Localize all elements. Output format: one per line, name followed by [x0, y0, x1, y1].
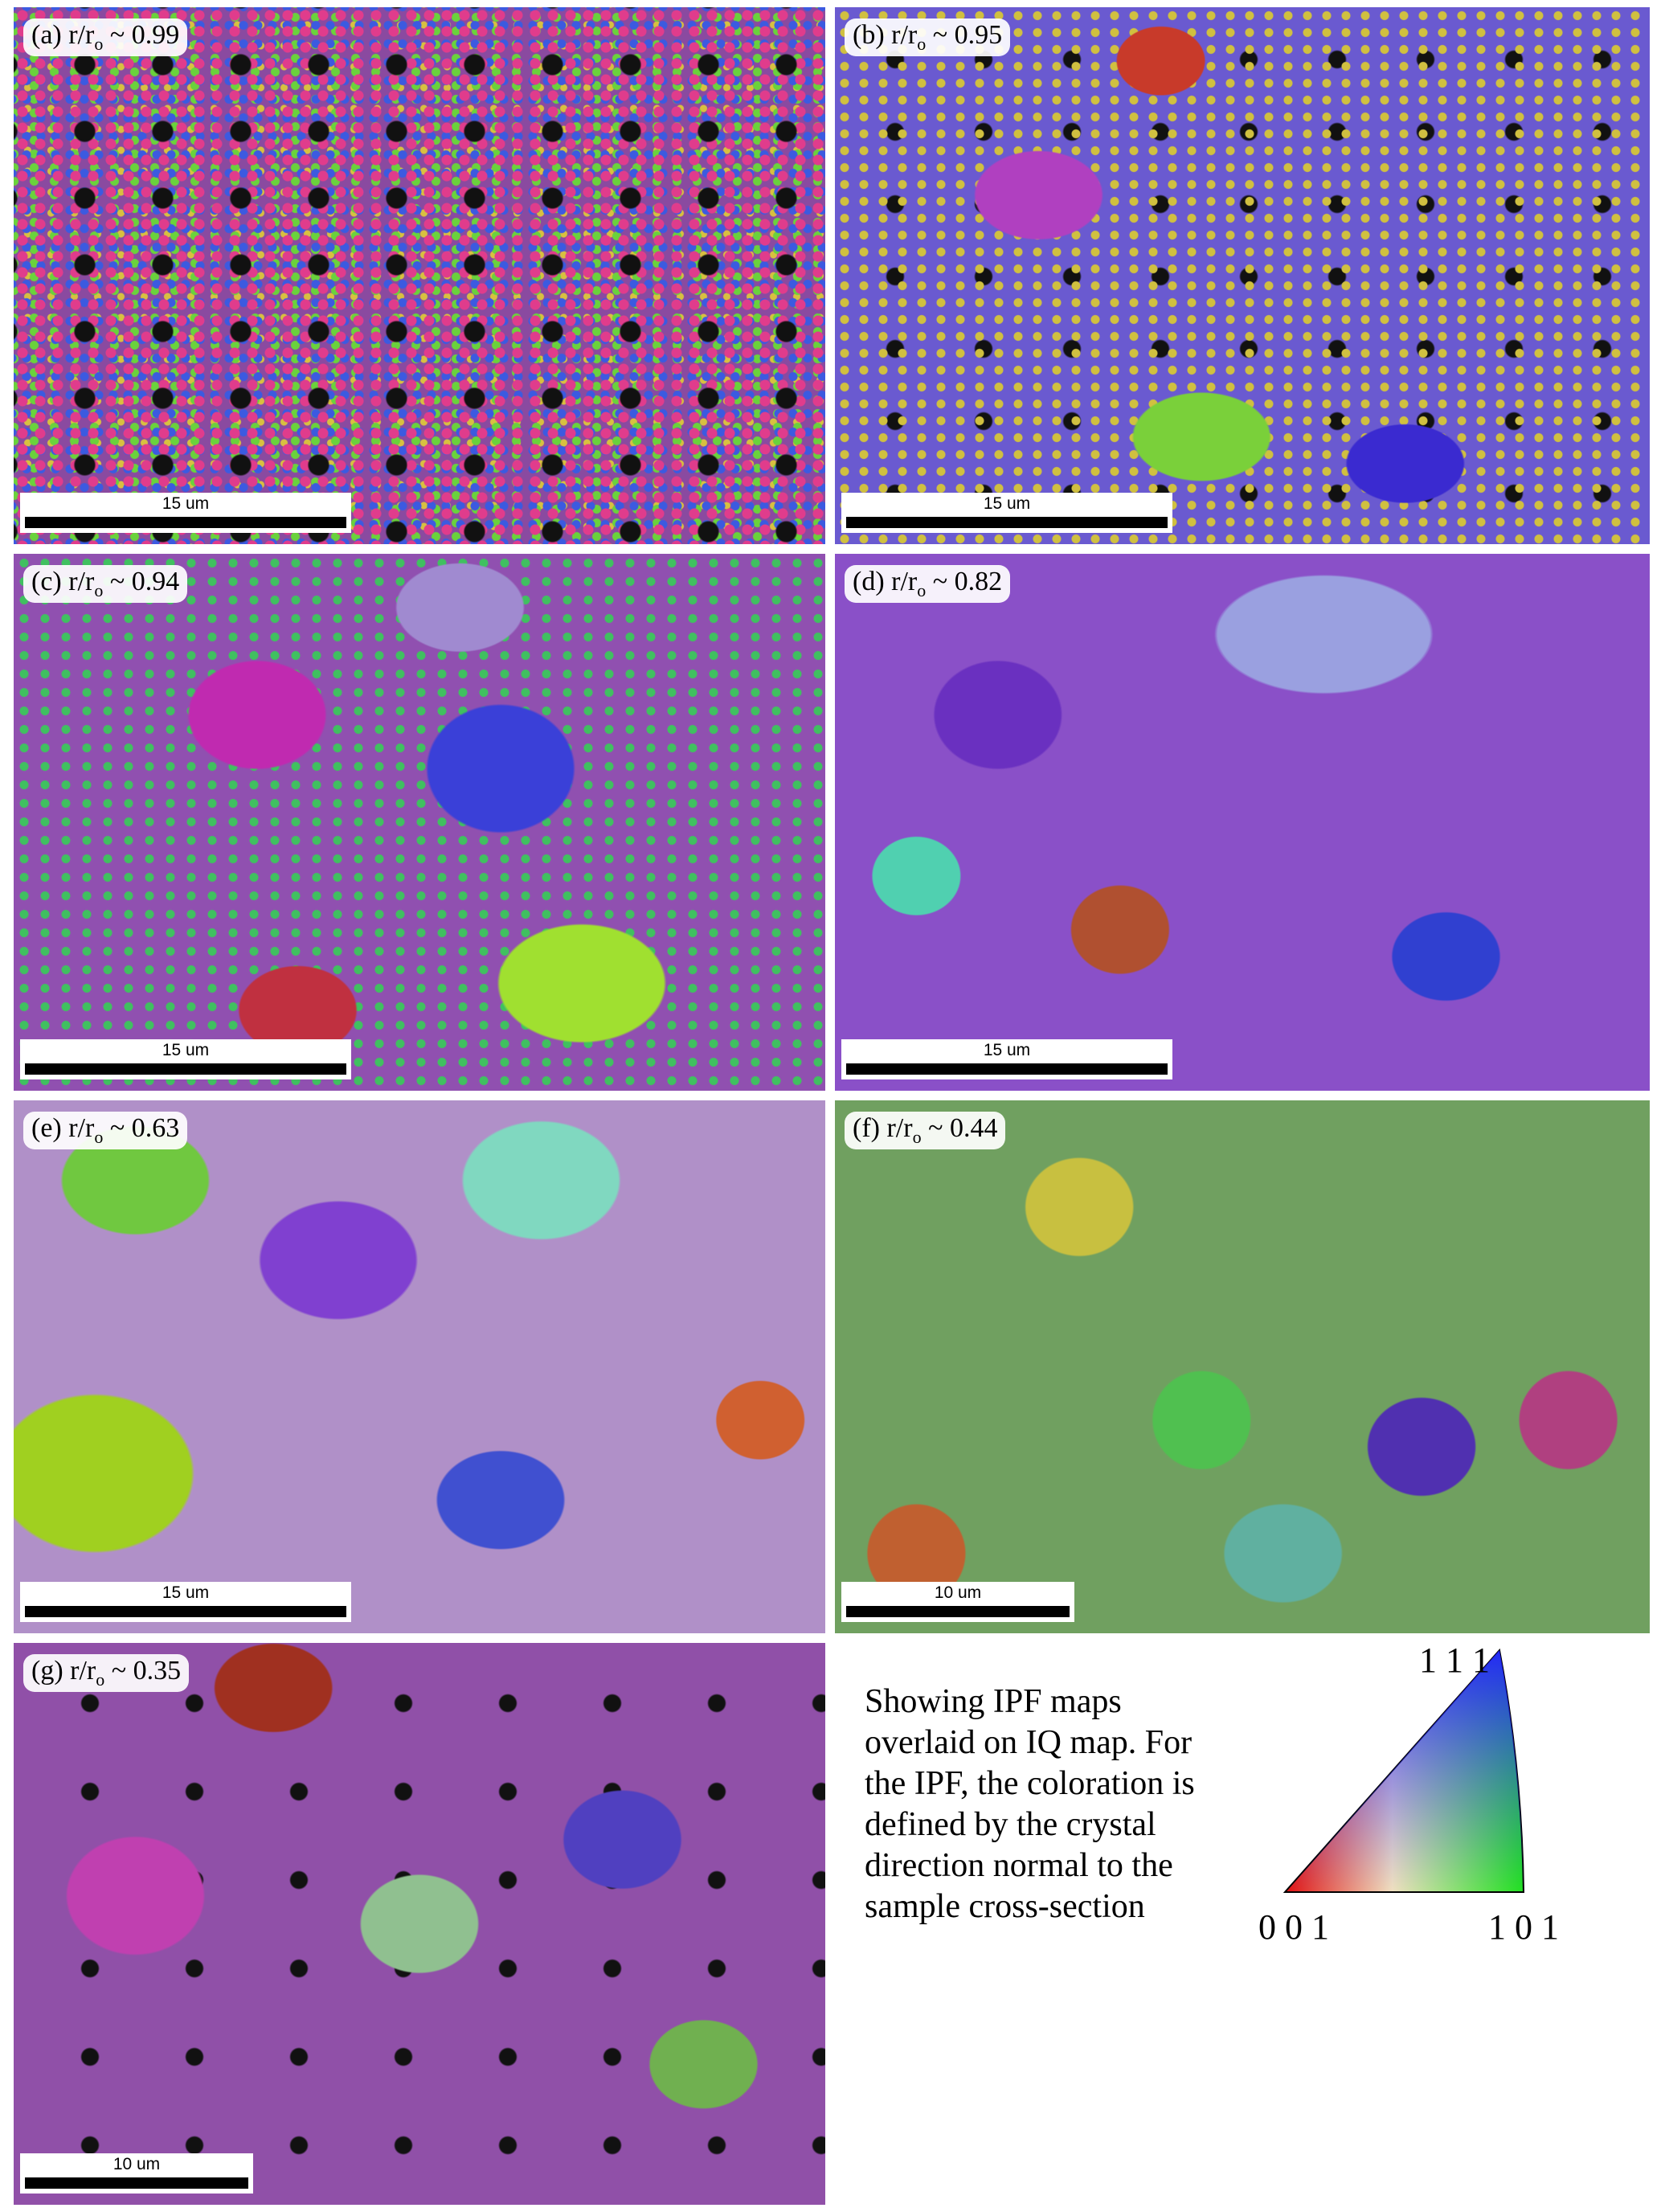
caption-line: direction normal to the — [865, 1847, 1173, 1884]
scale-line — [25, 2177, 248, 2189]
label-subscript: o — [94, 33, 104, 54]
panel-label: (e) r/ro ~ 0.63 — [23, 1112, 188, 1149]
scale-label: 15 um — [162, 494, 210, 513]
scale-label: 10 um — [934, 1583, 982, 1602]
caption-line: the IPF, the coloration is — [865, 1765, 1195, 1802]
scale-bar: 10 um — [841, 1582, 1074, 1622]
scale-label: 10 um — [112, 2155, 161, 2173]
label-subscript: o — [96, 1669, 105, 1690]
scale-line — [25, 517, 346, 528]
map-panel: (e) r/ro ~ 0.63 15 um — [14, 1100, 825, 1633]
caption-line: overlaid on IQ map. For — [865, 1724, 1192, 1761]
legend-label: 1 0 1 — [1488, 1907, 1559, 1947]
map-panel: (g) r/ro ~ 0.35 10 um — [14, 1643, 825, 2205]
label-text: ~ 0.94 — [103, 567, 180, 596]
panel-label: (b) r/ro ~ 0.95 — [845, 18, 1011, 56]
scale-bar: 15 um — [20, 493, 351, 533]
scale-label: 15 um — [983, 494, 1031, 513]
scale-label: 15 um — [983, 1041, 1031, 1059]
caption: Showing IPF maps overlaid on IQ map. For t… — [865, 1682, 1195, 1927]
label-subscript: o — [917, 580, 927, 600]
label-text: ~ 0.63 — [103, 1113, 180, 1143]
scale-line — [846, 517, 1168, 528]
scale-line — [25, 1063, 346, 1075]
legend-label: 1 1 1 — [1419, 1641, 1490, 1680]
label-text: ~ 0.35 — [104, 1656, 182, 1686]
label-text: (e) r/r — [31, 1113, 95, 1143]
ipf-triangle — [1282, 1648, 1525, 1893]
map-panel: (c) r/ro ~ 0.94 15 um — [14, 554, 825, 1091]
scale-line — [25, 1606, 346, 1617]
label-text: ~ 0.95 — [926, 20, 1003, 50]
scale-bar: 15 um — [20, 1039, 351, 1079]
ipf-triangle-overlay — [1285, 1650, 1524, 1892]
map-panel: (d) r/ro ~ 0.82 15 um — [835, 554, 1650, 1091]
panel-label: (g) r/ro ~ 0.35 — [23, 1654, 190, 1692]
scale-bar: 10 um — [20, 2153, 253, 2194]
label-text: (d) r/r — [853, 567, 918, 596]
map-panel: (a) r/ro ~ 0.99 15 um — [14, 7, 825, 544]
caption-line: Showing IPF maps — [865, 1683, 1122, 1720]
map-panel: (f) r/ro ~ 0.44 10 um — [835, 1100, 1650, 1633]
label-subscript: o — [912, 1126, 922, 1147]
panel-label: (a) r/ro ~ 0.99 — [23, 18, 188, 56]
label-text: (f) r/r — [853, 1113, 913, 1143]
label-text: ~ 0.82 — [926, 567, 1003, 596]
label-text: ~ 0.44 — [921, 1113, 998, 1143]
map-panel: (b) r/ro ~ 0.95 15 um — [835, 7, 1650, 544]
caption-line: sample cross-section — [865, 1888, 1145, 1925]
label-text: (g) r/r — [31, 1656, 96, 1686]
label-text: (c) r/r — [31, 567, 95, 596]
label-text: (b) r/r — [853, 20, 918, 50]
label-subscript: o — [94, 580, 104, 600]
scale-bar: 15 um — [20, 1582, 351, 1622]
scale-bar: 15 um — [841, 493, 1172, 533]
scale-line — [846, 1063, 1168, 1075]
scale-label: 15 um — [162, 1041, 210, 1059]
label-text: ~ 0.99 — [103, 20, 180, 50]
label-subscript: o — [917, 33, 927, 54]
legend-label: 0 0 1 — [1258, 1907, 1329, 1947]
scale-label: 15 um — [162, 1583, 210, 1602]
label-text: (a) r/r — [31, 20, 95, 50]
panel-label: (c) r/ro ~ 0.94 — [23, 565, 188, 603]
scale-line — [846, 1606, 1070, 1617]
panel-label: (d) r/ro ~ 0.82 — [845, 565, 1011, 603]
scale-bar: 15 um — [841, 1039, 1172, 1079]
caption-line: defined by the crystal — [865, 1806, 1156, 1843]
panel-label: (f) r/ro ~ 0.44 — [845, 1112, 1006, 1149]
label-subscript: o — [94, 1126, 104, 1147]
